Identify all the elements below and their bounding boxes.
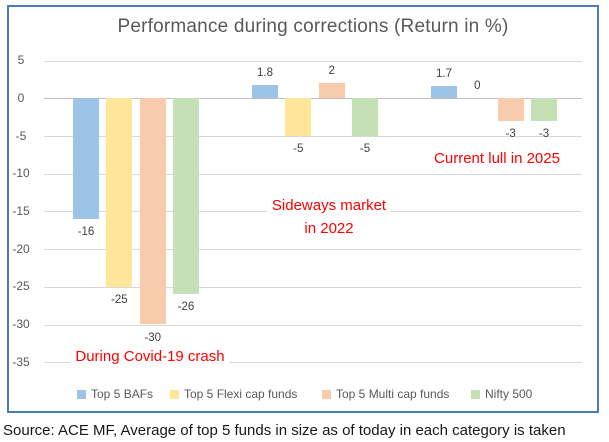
legend-swatch-icon <box>77 389 86 399</box>
legend-label: Top 5 BAFs <box>91 387 154 401</box>
legend-label: Nifty 500 <box>485 387 533 401</box>
legend-item: Top 5 BAFs <box>77 386 153 402</box>
legend-item: Top 5 Multi cap funds <box>322 386 449 402</box>
legend-swatch-icon <box>471 389 480 399</box>
legend-item: Nifty 500 <box>471 386 532 402</box>
chart-border <box>7 5 599 413</box>
legend-label: Top 5 Multi cap funds <box>336 387 450 401</box>
legend-swatch-icon <box>322 389 331 399</box>
chart-title: Performance during corrections (Return i… <box>117 16 509 37</box>
legend-item: Top 5 Flexi cap funds <box>170 386 297 402</box>
source-note: Source: ACE MF, Average of top 5 funds i… <box>3 422 566 439</box>
legend-label: Top 5 Flexi cap funds <box>184 387 298 401</box>
chart-legend: Top 5 BAFs Top 5 Flexi cap funds Top 5 Mul… <box>0 386 609 402</box>
legend-swatch-icon <box>170 389 179 399</box>
